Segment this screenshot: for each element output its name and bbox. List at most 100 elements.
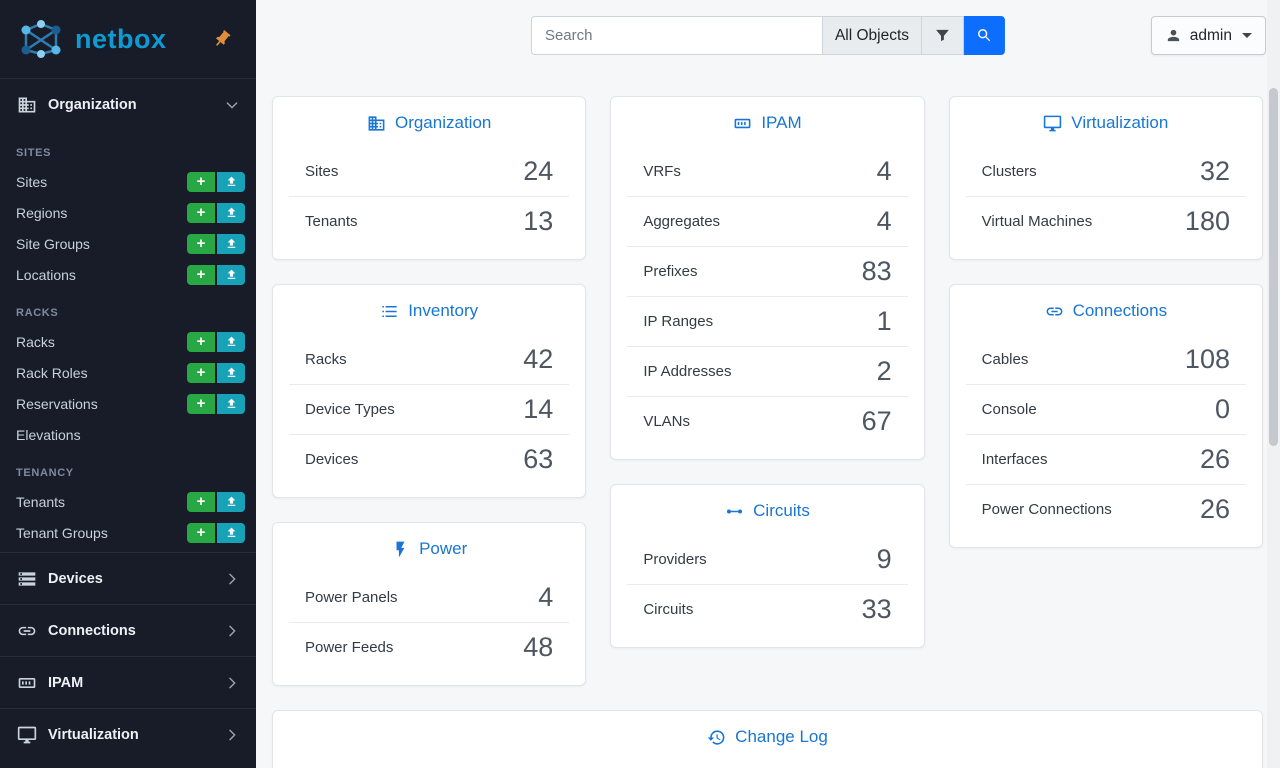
stat-link-interfaces[interactable]: Interfaces — [981, 451, 1048, 468]
search-scope-button[interactable]: All Objects — [822, 16, 923, 55]
sidebar-item-rack-roles[interactable]: Rack Roles + — [0, 357, 256, 388]
sidebar-item-sites[interactable]: Sites + — [0, 166, 256, 197]
add-button[interactable]: + — [187, 171, 215, 192]
sidebar-group-virtualization[interactable]: Virtualization — [0, 708, 256, 760]
stat-link-power-feeds[interactable]: Power Feeds — [305, 639, 394, 656]
stat-value: 4 — [538, 581, 554, 612]
sidebar-item-site-groups[interactable]: Site Groups + — [0, 228, 256, 259]
import-button[interactable] — [217, 393, 245, 414]
import-button[interactable] — [217, 264, 245, 285]
counter-icon — [734, 118, 751, 128]
stat-link-power-panels[interactable]: Power Panels — [305, 588, 398, 606]
stat-value: 26 — [1199, 444, 1230, 474]
stat-link-virtual-machines[interactable]: Virtual Machines — [981, 213, 1093, 230]
stat-link-clusters[interactable]: Clusters — [981, 162, 1037, 180]
search-submit-button[interactable] — [964, 16, 1006, 55]
sidebar-item-label: Regions — [16, 204, 68, 221]
add-button[interactable]: + — [187, 264, 215, 285]
add-button[interactable]: + — [187, 233, 215, 254]
upload-icon — [227, 238, 235, 248]
stat-link-devices[interactable]: Devices — [305, 451, 359, 468]
stat-link-tenants[interactable]: Tenants — [305, 213, 358, 230]
stat-row: Providers 9 — [627, 534, 907, 584]
import-button[interactable] — [217, 171, 245, 192]
upload-icon — [227, 176, 235, 186]
stat-link-ip-addresses[interactable]: IP Addresses — [643, 363, 732, 380]
add-button[interactable]: + — [187, 331, 215, 352]
import-button[interactable] — [217, 331, 245, 352]
stat-row: Clusters 32 — [966, 146, 1246, 196]
card-title-text: Circuits — [753, 501, 810, 520]
circuits-card-title[interactable]: Circuits — [611, 485, 923, 534]
stat-value: 24 — [523, 155, 554, 186]
scrollbar-thumb[interactable] — [1269, 88, 1278, 446]
upload-icon — [227, 336, 235, 346]
sidebar-item-label: Sites — [16, 173, 48, 190]
add-button[interactable]: + — [187, 522, 215, 543]
import-button[interactable] — [217, 522, 245, 543]
stat-row: IP Addresses 2 — [627, 346, 908, 396]
search-input[interactable] — [530, 16, 823, 55]
stat-link-ip-ranges[interactable]: IP Ranges — [643, 313, 714, 330]
stat-link-providers[interactable]: Providers — [643, 550, 707, 568]
sidebar-group-organization[interactable]: Organization — [0, 78, 256, 130]
user-menu-button[interactable]: admin — [1150, 16, 1266, 55]
sidebar-group-connections[interactable]: Connections — [0, 604, 256, 656]
sidebar-group-label: IPAM — [48, 674, 84, 691]
sidebar-item-regions[interactable]: Regions + — [0, 197, 256, 228]
stat-link-racks[interactable]: Racks — [305, 350, 347, 368]
sidebar-group-ipam[interactable]: IPAM — [0, 656, 256, 708]
ipam-card-title[interactable]: IPAM — [611, 97, 923, 146]
filter-button[interactable] — [922, 16, 965, 55]
card-title-text: Inventory — [408, 301, 479, 320]
import-button[interactable] — [217, 362, 245, 383]
quick-actions: + — [187, 233, 245, 254]
import-button[interactable] — [217, 233, 245, 254]
sidebar-item-tenants[interactable]: Tenants + — [0, 486, 256, 517]
stat-row: Interfaces 26 — [965, 434, 1246, 484]
organization-card-title[interactable]: Organization — [273, 97, 585, 146]
add-button[interactable]: + — [187, 202, 215, 223]
import-button[interactable] — [217, 491, 245, 512]
stat-link-power-connections[interactable]: Power Connections — [981, 501, 1112, 518]
stat-link-sites[interactable]: Sites — [305, 162, 339, 180]
sidebar-item-elevations[interactable]: Elevations — [0, 419, 256, 450]
scrollbar-track[interactable] — [1267, 0, 1280, 768]
stat-link-cables[interactable]: Cables — [981, 350, 1029, 368]
stat-link-console[interactable]: Console — [981, 401, 1037, 418]
add-button[interactable]: + — [187, 393, 215, 414]
stat-link-device-types[interactable]: Device Types — [305, 401, 395, 418]
import-button[interactable] — [217, 202, 245, 223]
sidebar-pin-button[interactable] — [212, 29, 232, 49]
virtualization-card-title[interactable]: Virtualization — [950, 97, 1262, 146]
sidebar-group-devices[interactable]: Devices — [0, 552, 256, 604]
quick-actions: + — [187, 522, 245, 543]
stat-link-prefixes[interactable]: Prefixes — [643, 263, 698, 280]
add-button[interactable]: + — [187, 491, 215, 512]
sidebar-item-racks[interactable]: Racks + — [0, 326, 256, 357]
power-card-title[interactable]: Power — [273, 523, 585, 572]
server-stack-icon — [16, 568, 37, 589]
stat-link-aggregates[interactable]: Aggregates — [643, 213, 721, 230]
stat-value: 48 — [523, 632, 554, 662]
add-button[interactable]: + — [187, 362, 215, 383]
circuits-card: Circuits Providers 9 Circuits 33 — [610, 484, 925, 648]
sidebar-item-tenant-groups[interactable]: Tenant Groups + — [0, 517, 256, 548]
sidebar-item-reservations[interactable]: Reservations + — [0, 388, 256, 419]
stat-link-circuits[interactable]: Circuits — [643, 601, 694, 618]
stat-link-vlans[interactable]: VLANs — [643, 413, 691, 430]
connections-card-title[interactable]: Connections — [950, 285, 1262, 334]
sidebar-item-locations[interactable]: Locations + — [0, 259, 256, 290]
netbox-logo[interactable]: netbox — [16, 18, 167, 60]
inventory-card-title[interactable]: Inventory — [273, 285, 585, 334]
stat-row: Racks 42 — [289, 334, 569, 384]
quick-actions: + — [187, 362, 245, 383]
changelog-card-title[interactable]: Change Log — [273, 711, 1262, 760]
card-title-text: Connections — [1072, 301, 1168, 320]
sidebar-group-label: Organization — [48, 96, 137, 113]
history-icon — [707, 729, 725, 745]
stat-link-vrfs[interactable]: VRFs — [643, 162, 681, 180]
quick-actions: + — [187, 264, 245, 285]
stat-value: 108 — [1184, 343, 1230, 374]
upload-icon — [227, 269, 235, 279]
